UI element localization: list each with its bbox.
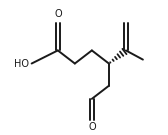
Text: O: O (88, 122, 96, 132)
Text: HO: HO (14, 58, 29, 69)
Text: O: O (54, 9, 62, 19)
